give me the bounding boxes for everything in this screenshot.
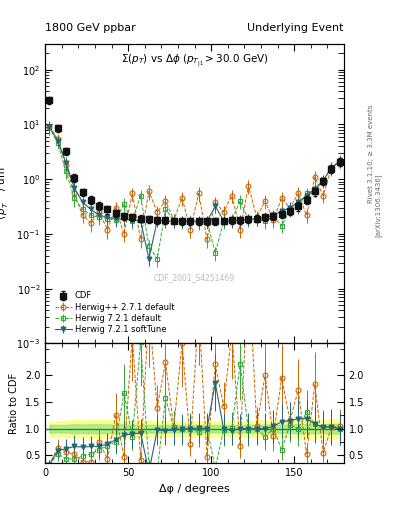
Text: $\Sigma(p_T)$ vs $\Delta\phi$ ($p_{T_{|1}} > 30.0$ GeV): $\Sigma(p_T)$ vs $\Delta\phi$ ($p_{T_{|1… — [121, 53, 268, 69]
Text: 1800 GeV ppbar: 1800 GeV ppbar — [45, 23, 136, 33]
Text: [arXiv:1306.3436]: [arXiv:1306.3436] — [375, 173, 382, 237]
Text: Rivet 3.1.10; ≥ 3.3M events: Rivet 3.1.10; ≥ 3.3M events — [368, 104, 375, 203]
Legend: CDF, Herwig++ 2.7.1 default, Herwig 7.2.1 default, Herwig 7.2.1 softTune: CDF, Herwig++ 2.7.1 default, Herwig 7.2.… — [52, 289, 177, 336]
Text: CDF_2001_S4251469: CDF_2001_S4251469 — [154, 273, 235, 282]
Y-axis label: $\langle\,p_T^{\rm sum}\rangle$ um: $\langle\,p_T^{\rm sum}\rangle$ um — [0, 166, 11, 220]
X-axis label: Δφ / degrees: Δφ / degrees — [159, 484, 230, 494]
Y-axis label: Ratio to CDF: Ratio to CDF — [9, 373, 19, 434]
Text: Underlying Event: Underlying Event — [247, 23, 344, 33]
